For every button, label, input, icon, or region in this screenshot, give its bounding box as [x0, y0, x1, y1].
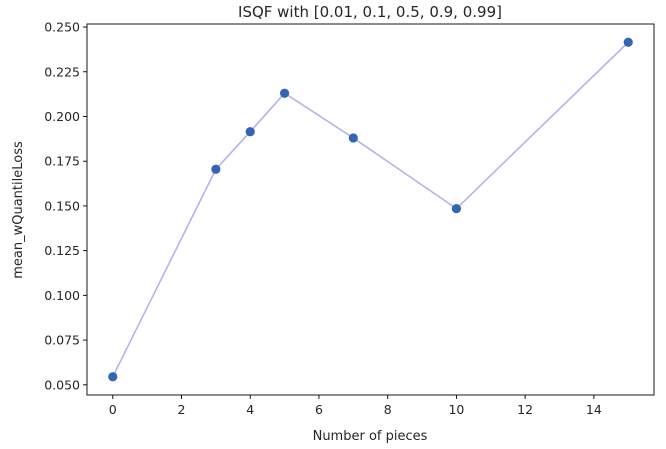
- data-point: [279, 88, 290, 98]
- data-point: [348, 133, 358, 143]
- y-tick-label: 0.050: [44, 377, 80, 392]
- data-point: [108, 372, 118, 382]
- y-tick-label: 0.100: [44, 288, 80, 303]
- data-points: [108, 37, 633, 382]
- x-tick-label: 12: [517, 402, 533, 417]
- y-tick-label: 0.200: [44, 109, 80, 124]
- y-tick-label: 0.250: [44, 20, 80, 35]
- y-tick-label: 0.125: [44, 243, 80, 258]
- data-point: [245, 127, 255, 137]
- x-tick-label: 6: [315, 402, 323, 417]
- chart-title: ISQF with [0.01, 0.1, 0.5, 0.9, 0.99]: [238, 3, 502, 21]
- x-tick-label: 4: [246, 402, 254, 417]
- data-point: [623, 37, 633, 47]
- y-tick-label: 0.150: [44, 198, 80, 213]
- data-point: [451, 204, 462, 214]
- x-axis: 0 2 4 6 8 10 12 14: [109, 395, 602, 417]
- y-axis-label: mean_wQuantileLoss: [11, 141, 26, 279]
- plot-frame: [86, 23, 655, 396]
- y-tick-label: 0.075: [44, 333, 80, 348]
- series-line: [112, 41, 629, 378]
- x-tick-label: 8: [384, 402, 392, 417]
- x-axis-label: Number of pieces: [313, 429, 428, 444]
- x-tick-label: 2: [178, 402, 186, 417]
- x-tick-label: 10: [448, 402, 464, 417]
- x-tick-label: 0: [109, 402, 117, 417]
- data-point: [211, 164, 221, 174]
- y-tick-label: 0.175: [44, 154, 80, 169]
- y-axis: 0.050 0.075 0.100 0.125 0.150 0.175 0.200 0.225…: [44, 20, 87, 392]
- y-tick-label: 0.225: [44, 64, 80, 79]
- x-tick-label: 14: [586, 402, 602, 417]
